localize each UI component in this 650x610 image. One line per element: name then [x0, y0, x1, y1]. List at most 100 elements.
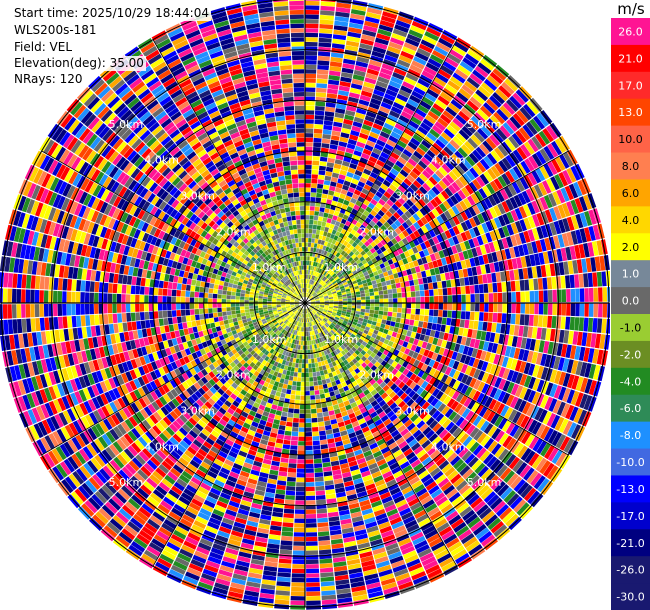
radar-cell: [328, 253, 333, 259]
radar-cell: [518, 86, 533, 100]
radar-cell: [315, 202, 321, 207]
radar-cell: [519, 280, 525, 291]
radar-cell: [412, 238, 420, 246]
radar-cell: [505, 422, 516, 435]
radar-cell: [469, 377, 477, 388]
radar-cell: [512, 411, 522, 424]
radar-cell: [387, 380, 394, 388]
radar-cell: [400, 111, 412, 120]
radar-cell: [468, 475, 480, 487]
radar-cell: [519, 464, 531, 478]
radar-cell: [410, 344, 417, 352]
radar-cell: [590, 333, 597, 348]
radar-cell: [465, 410, 475, 421]
radar-cell: [384, 229, 391, 236]
radar-cell: [379, 19, 395, 28]
radar-cell: [384, 275, 390, 281]
radar-cell: [450, 279, 456, 287]
radar-cell: [447, 53, 462, 64]
radar-cell: [549, 207, 558, 222]
radar-cell: [334, 20, 349, 27]
radar-cell: [319, 305, 325, 307]
radar-cell: [516, 146, 528, 160]
radar-cell: [324, 304, 329, 306]
radar-cell: [333, 210, 340, 217]
radar-cell: [326, 232, 332, 238]
radar-cell: [427, 261, 434, 270]
radar-cell: [529, 291, 535, 303]
radar-cell: [360, 250, 366, 256]
radar-cell: [455, 114, 467, 125]
radar-cell: [500, 467, 512, 480]
radar-cell: [363, 338, 370, 344]
radar-cell: [466, 249, 474, 259]
radar-cell: [356, 294, 361, 298]
radar-cell: [316, 371, 321, 377]
radar-cell: [320, 5, 335, 12]
radar-cell: [391, 203, 399, 212]
radar-cell: [469, 167, 479, 179]
radar-cell: [346, 338, 352, 344]
radar-cell: [364, 77, 377, 85]
radar-cell: [457, 147, 468, 158]
radar-cell: [431, 275, 437, 283]
radar-cell: [330, 316, 335, 320]
radar-cell: [297, 377, 302, 382]
radar-cell: [485, 385, 494, 396]
radar-cell: [356, 228, 363, 235]
radar-cell: [332, 321, 337, 325]
radar-cell: [387, 233, 395, 241]
radar-cell: [409, 64, 423, 74]
radar-cell: [314, 211, 320, 216]
radar-cell: [394, 397, 403, 406]
radar-cell: [315, 299, 320, 302]
radar-cell: [305, 210, 310, 215]
radar-cell: [464, 277, 470, 286]
radar-cell: [350, 197, 357, 204]
radar-cell: [449, 49, 464, 61]
radar-cell: [575, 303, 580, 317]
radar-cell: [432, 379, 441, 388]
radar-cell: [436, 363, 444, 372]
radar-cell: [395, 254, 402, 262]
radar-cell: [491, 443, 502, 456]
radar-cell: [458, 344, 465, 354]
radar-cell: [412, 246, 419, 254]
radar-cell: [531, 455, 544, 469]
radar-cell: [460, 286, 466, 295]
radar-cell: [305, 23, 319, 29]
radar-cell: [433, 369, 441, 379]
radar-cell: [354, 316, 359, 321]
radar-cell: [523, 217, 532, 230]
radar-cell: [521, 431, 532, 445]
radar-cell: [317, 380, 323, 386]
radar-cell: [411, 204, 419, 213]
radar-cell: [357, 347, 363, 353]
radar-cell: [412, 213, 420, 222]
radar-cell: [397, 59, 411, 68]
radar-cell: [305, 51, 318, 56]
radar-cell: [365, 164, 374, 172]
radar-cell: [345, 220, 351, 227]
radar-cell: [388, 274, 395, 280]
radar-cell: [555, 434, 567, 449]
radar-cell: [313, 445, 321, 450]
radar-cell: [419, 100, 432, 110]
radar-cell: [561, 289, 567, 302]
radar-cell: [348, 27, 362, 34]
radar-cell: [418, 321, 424, 328]
radar-cell: [320, 374, 326, 380]
radar-cell: [456, 362, 464, 372]
radar-cell: [305, 69, 317, 74]
radar-cell: [364, 115, 375, 123]
radar-cell: [474, 311, 480, 321]
radar-cell: [397, 292, 402, 298]
radar-cell: [315, 272, 319, 277]
radar-cell: [306, 564, 319, 569]
radar-cell: [276, 405, 283, 412]
radar-cell: [423, 283, 429, 290]
radar-cell: [520, 484, 533, 499]
radar-cell: [367, 368, 374, 375]
radar-cell: [324, 296, 329, 299]
radar-cell: [374, 85, 387, 93]
